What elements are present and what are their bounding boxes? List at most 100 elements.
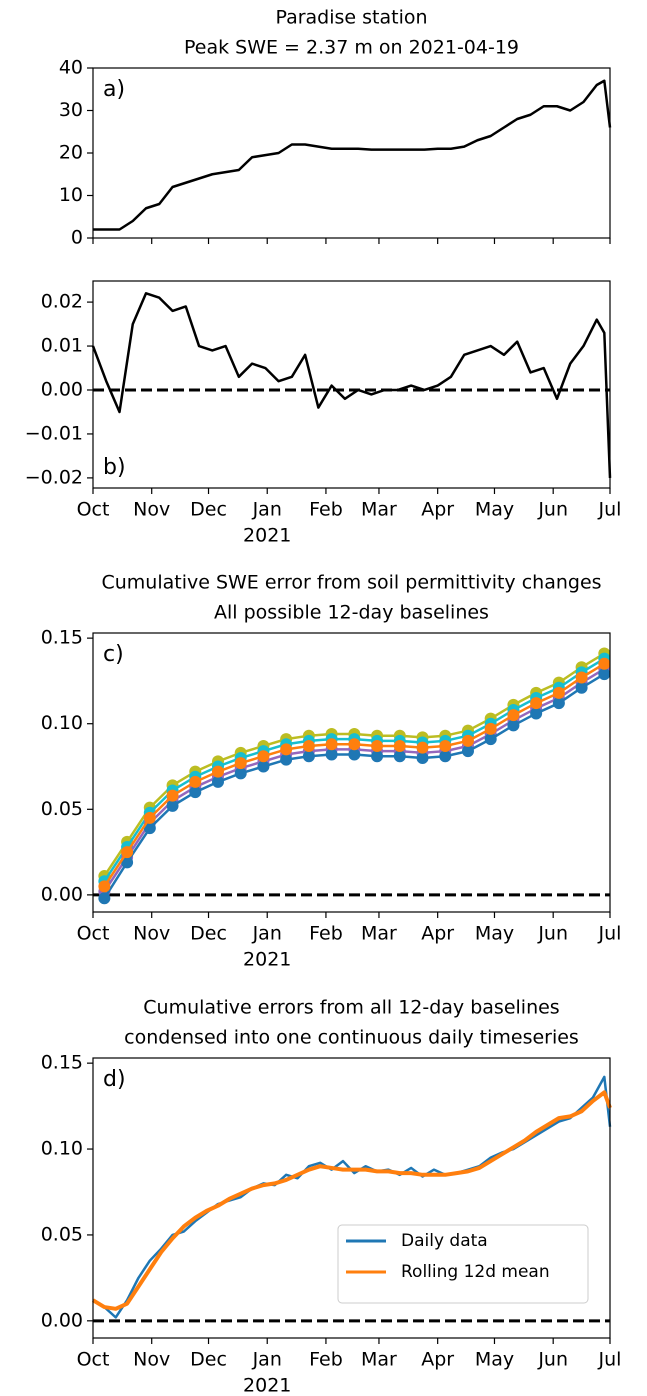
x-tick-label: Jun [537,1349,568,1371]
data-point [461,745,474,758]
x-tick-label: Nov [133,923,170,945]
data-point [371,739,384,752]
y-tick-label: 0.15 [41,627,83,649]
data-point [302,750,315,763]
x-tick-label: Feb [309,923,343,945]
x-tick-label: Jul [598,1349,622,1371]
y-tick-label: 0.05 [41,1223,83,1245]
data-point [257,750,270,763]
data-point [575,671,588,684]
data-line [103,657,605,882]
data-point [598,657,611,670]
x-tick-label: Jul [598,499,622,521]
x-tick-label: Nov [133,1349,170,1371]
data-point [189,786,202,799]
data-point [143,811,156,824]
x-tick-label: Feb [309,499,343,521]
x-tick-label: Dec [190,923,227,945]
x-tick-label: Jan [252,923,282,945]
y-tick-label: 0.02 [41,291,83,313]
x-tick-label: Jul [598,923,622,945]
data-line [103,652,605,877]
data-point [166,799,179,812]
x-tick-label: Nov [133,499,170,521]
data-point [234,767,247,780]
x-tick-label: Jan [252,499,282,521]
panel-label: c) [103,642,124,667]
data-point [325,748,338,761]
data-point [280,743,293,756]
data-point [393,739,406,752]
data-point [302,739,315,752]
x-tick-label: Apr [421,923,454,945]
data-point [439,750,452,763]
x-tick-label: Mar [361,1349,397,1371]
x-tick-label: May [475,1349,514,1371]
data-point [280,753,293,766]
x-tick-label: Dec [190,1349,227,1371]
x-tick-label: Apr [421,1349,454,1371]
data-point [575,681,588,694]
y-tick-label: 0.15 [41,1052,83,1074]
data-point [98,892,111,905]
data-point [598,668,611,681]
data-point [530,697,543,710]
data-point [461,734,474,747]
axes-frame [92,280,611,489]
data-point [507,709,520,722]
y-tick-label: 30 [59,99,83,121]
x-tick-label: Apr [421,499,454,521]
axes-frame [92,632,611,913]
y-tick-label: 0.00 [41,378,83,400]
data-point [211,765,224,778]
chart-title: Cumulative errors from all 12-day baseli… [143,997,559,1019]
x-tick-label: Mar [361,499,397,521]
legend-label: Daily data [401,1231,488,1251]
x-tick-label: Dec [190,499,227,521]
data-point [416,751,429,764]
x-tick-label: Oct [77,1349,110,1371]
y-tick-label: 0.00 [41,883,83,905]
x-year-label: 2021 [243,525,291,547]
data-point [439,739,452,752]
x-tick-label: Jun [537,499,568,521]
axes-frame [92,67,611,239]
data-point [552,686,565,699]
panel-label: b) [103,455,126,480]
y-tick-label: 0.05 [41,798,83,820]
data-point [552,697,565,710]
data-point [257,760,270,773]
y-tick-label: 0.00 [41,1309,83,1331]
x-tick-label: Mar [361,923,397,945]
panel-label: a) [103,77,125,102]
y-tick-label: 0.10 [41,1138,83,1160]
data-point [393,750,406,763]
chart-title: Cumulative SWE error from soil permittiv… [101,572,601,594]
data-point [416,741,429,754]
data-point [166,789,179,802]
data-point [348,738,361,751]
data-point [530,707,543,720]
legend-box [337,1224,589,1304]
x-tick-label: May [475,499,514,521]
y-tick-label: 40 [59,57,83,79]
y-tick-label: 0.01 [41,335,83,357]
data-point [211,775,224,788]
legend-label: Rolling 12d mean [401,1262,550,1282]
data-point [143,822,156,835]
data-point [121,856,134,869]
chart-title: All possible 12-day baselines [214,602,489,624]
chart-title: Paradise station [275,7,427,29]
x-tick-label: Feb [309,1349,343,1371]
x-tick-label: Jun [537,923,568,945]
data-point [234,757,247,770]
chart-title: condensed into one continuous daily time… [124,1027,579,1049]
panel-label: d) [103,1067,126,1092]
data-line [91,1090,612,1311]
data-line [91,292,612,478]
data-point [325,738,338,751]
x-year-label: 2021 [243,949,291,971]
y-tick-label: −0.02 [25,466,83,488]
y-tick-label: 10 [59,184,83,206]
data-point [507,719,520,732]
